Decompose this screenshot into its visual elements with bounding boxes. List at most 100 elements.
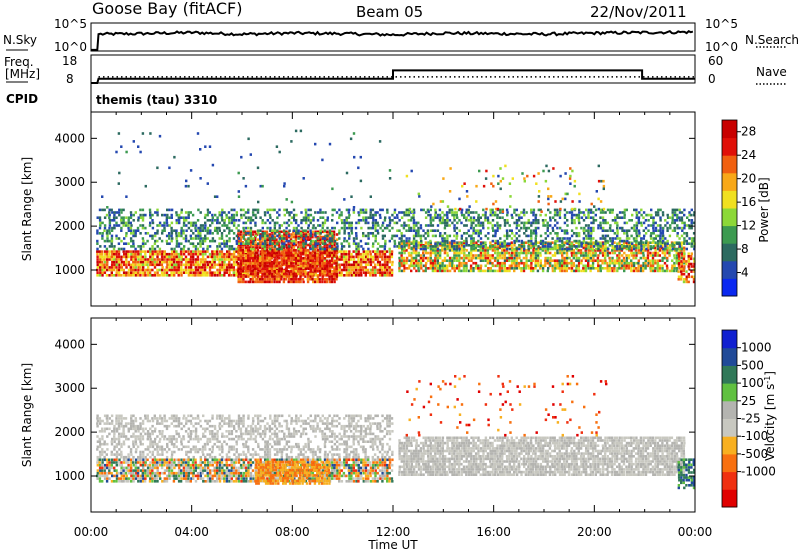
scatter-cell [409,219,413,222]
scatter-cell [635,244,638,247]
scatter-cell [345,226,349,230]
scatter-cell [209,274,212,277]
scatter-cell [278,275,281,278]
scatter-cell [599,200,603,203]
scatter-cell [477,264,480,268]
scatter-cell [611,261,614,265]
scatter-cell [171,258,174,261]
scatter-cell [618,261,621,265]
scatter-cell [532,219,535,222]
scatter-cell [182,252,186,256]
scatter-cell [479,232,482,235]
scatter-cell [208,245,212,248]
scatter-cell [233,221,236,225]
scatter-cell [568,211,571,214]
scatter-cell [582,251,585,255]
scatter-cell [681,229,684,232]
scatter-cell [239,246,242,249]
scatter-cell [637,216,641,219]
scatter-cell [656,251,660,255]
scatter-cell [604,237,607,240]
scatter-cell [249,254,252,257]
scatter-cell [623,251,626,255]
scatter-cell [259,264,262,268]
scatter-cell [350,263,353,267]
scatter-cell [499,187,502,191]
scatter-cell [422,264,425,268]
scatter-cell [510,249,514,252]
scatter-cell [252,213,255,217]
scatter-cell [515,247,519,251]
scatter-cell [352,274,356,277]
scatter-cell [666,246,669,250]
scatter-cell [235,258,238,261]
scatter-cell [361,268,365,272]
scatter-cell [535,259,538,262]
scatter-cell [381,255,384,259]
scatter-cell [656,269,660,273]
scatter-cell [118,171,121,175]
scatter-cell [465,242,468,245]
scatter-cell [177,252,180,256]
nave-tick-bottom: 0 [708,72,716,86]
scatter-cell [275,270,279,273]
scatter-cell [613,251,617,255]
scatter-cell [642,211,646,214]
scatter-cell [676,256,679,260]
scatter-cell [584,259,588,262]
scatter-cell [664,224,667,227]
scatter-cell [331,254,334,257]
scatter-cell [208,219,212,222]
scatter-cell [462,241,466,244]
scatter-cell [179,250,183,253]
scatter-cell [357,247,360,251]
scatter-cell [639,241,643,244]
scatter-cell [263,254,267,257]
scatter-cell [463,182,466,185]
scatter-cell [199,237,203,240]
scatter-cell [587,242,590,245]
scatter-cell [175,271,178,274]
scatter-cell [628,247,631,251]
scatter-cell [646,264,650,268]
scatter-cell [558,211,562,214]
scatter-cell [548,264,552,268]
scatter-cell [288,271,291,274]
scatter-cell [491,269,495,273]
scatter-cell [251,211,255,214]
scatter-cell [640,239,643,243]
scatter-cell [331,256,334,260]
scatter-cell [462,259,466,262]
scatter-cell [228,237,231,240]
scatter-cell [479,269,482,273]
scatter-cell [640,267,643,270]
scatter-cell [367,237,370,240]
scatter-cell [651,246,655,250]
scatter-cell [230,208,233,212]
scatter-cell [501,216,504,219]
scatter-cell [132,234,135,238]
scatter-cell [642,261,645,265]
scatter-cell [333,280,336,284]
scatter-cell [530,244,533,247]
scatter-cell [656,245,660,248]
scatter-cell [127,242,130,245]
scatter-cell [338,232,341,235]
scatter-cell [137,268,140,272]
scatter-cell [647,224,650,227]
scatter-cell [110,245,114,248]
scatter-cell [553,213,557,217]
scatter-cell [659,208,662,212]
scatter-cell [633,208,636,212]
scatter-cell [316,256,319,260]
scatter-cell [99,271,102,274]
scatter-cell [551,237,554,240]
scatter-cell [639,264,643,268]
scatter-cell [465,267,468,270]
scatter-cell [294,277,297,281]
scatter-cell [635,213,639,217]
scatter-cell [640,221,643,225]
scatter-cell [182,237,185,240]
scatter-cell [661,251,664,255]
scatter-cell [328,255,331,259]
